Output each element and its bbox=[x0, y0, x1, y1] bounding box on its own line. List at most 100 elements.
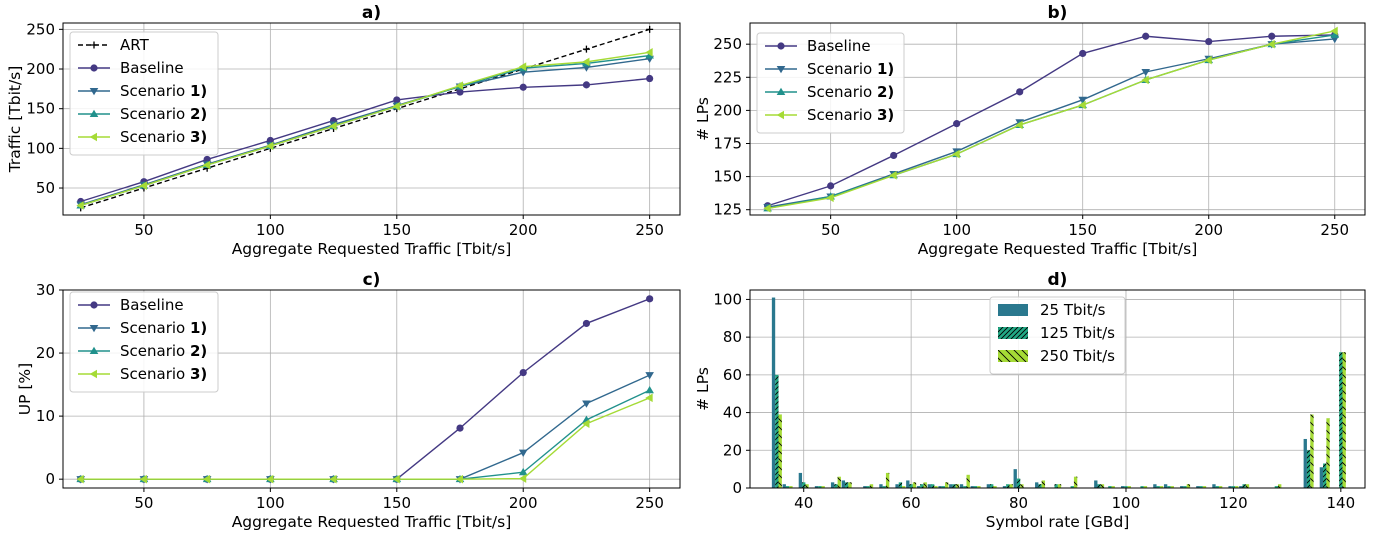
data-point bbox=[329, 121, 337, 131]
chart-panel-1: 50 100 150 200 250 50 100 150 200 250 a) Aggregate … bbox=[6, 3, 681, 258]
legend-swatch-hatch bbox=[998, 327, 1028, 339]
x-tick-label: 100 bbox=[942, 221, 971, 239]
series-2 bbox=[76, 385, 654, 483]
data-point bbox=[392, 102, 400, 111]
legend-label: 125 Tbit/s bbox=[1040, 324, 1115, 342]
legend-marker bbox=[776, 65, 786, 74]
data-point bbox=[763, 204, 771, 213]
bar bbox=[1140, 486, 1144, 488]
bar bbox=[1274, 486, 1279, 488]
bar-hatch bbox=[1054, 484, 1058, 488]
data-point bbox=[455, 474, 464, 484]
x-axis-label: Symbol rate [GBd] bbox=[986, 513, 1130, 531]
x-tick-label: 150 bbox=[1068, 221, 1097, 239]
bar-hatch bbox=[775, 374, 779, 488]
legend-marker bbox=[777, 42, 785, 50]
bar-hatch bbox=[1073, 476, 1078, 488]
legend-marker bbox=[89, 369, 98, 379]
x-tick-label: 200 bbox=[509, 221, 538, 239]
data-point bbox=[519, 83, 527, 91]
legend-marker bbox=[89, 346, 99, 355]
y-tick-label: 60 bbox=[723, 366, 742, 384]
legend-label: Scenario 1) bbox=[807, 60, 894, 78]
bar-hatch bbox=[805, 484, 809, 488]
x-tick-label: 100 bbox=[256, 221, 285, 239]
legend-box bbox=[756, 32, 905, 134]
y-tick-label: 250 bbox=[26, 20, 55, 38]
bar bbox=[963, 486, 967, 488]
bar bbox=[1143, 486, 1148, 488]
bar bbox=[1215, 486, 1219, 488]
data-point bbox=[582, 81, 591, 89]
x-tick-label: 140 bbox=[1327, 494, 1356, 512]
chart-title: a) bbox=[362, 3, 381, 23]
y-tick-label: 80 bbox=[723, 328, 742, 346]
data-point bbox=[519, 369, 527, 377]
data-point bbox=[1142, 32, 1150, 40]
data-point bbox=[582, 45, 590, 53]
bar-hatch bbox=[1339, 352, 1343, 488]
bar bbox=[993, 486, 997, 488]
data-point bbox=[393, 96, 401, 104]
bar-hatch bbox=[952, 484, 956, 488]
bar-hatch bbox=[885, 472, 890, 488]
y-tick-label: 50 bbox=[36, 179, 55, 197]
legend-label: 25 Tbit/s bbox=[1040, 301, 1106, 319]
data-point bbox=[952, 149, 960, 159]
bar bbox=[882, 486, 886, 488]
data-point bbox=[889, 170, 897, 180]
chart-panel-3: 50 100 150 200 250 0 10 20 30 c) Aggregate Request… bbox=[16, 270, 681, 531]
bar bbox=[1002, 486, 1007, 488]
bar bbox=[1235, 486, 1239, 488]
bar bbox=[1153, 484, 1157, 488]
data-point bbox=[826, 193, 834, 203]
bar bbox=[1111, 486, 1115, 488]
bar bbox=[986, 484, 991, 488]
y-tick-label: 100 bbox=[26, 139, 55, 157]
x-tick-label: 60 bbox=[902, 494, 921, 512]
bar-hatch bbox=[1009, 484, 1013, 488]
data-point bbox=[1078, 96, 1088, 105]
data-point bbox=[890, 151, 898, 160]
data-point bbox=[202, 160, 211, 170]
bar-hatch bbox=[1278, 484, 1282, 488]
data-point bbox=[518, 474, 527, 483]
data-point bbox=[645, 385, 654, 394]
y-tick-label: 200 bbox=[713, 101, 742, 119]
series-line bbox=[80, 389, 650, 480]
bar bbox=[927, 484, 931, 488]
legend-marker bbox=[776, 110, 785, 120]
bar bbox=[1199, 486, 1203, 488]
bar bbox=[973, 486, 978, 488]
bar bbox=[1231, 486, 1236, 488]
legend-label: Baseline bbox=[120, 59, 184, 77]
x-tick-label: 50 bbox=[821, 221, 840, 239]
legend-marker bbox=[89, 324, 99, 333]
data-point bbox=[139, 181, 147, 190]
bar bbox=[789, 486, 793, 488]
y-axis-label: Traffic [Tbit/s] bbox=[6, 66, 24, 174]
bar bbox=[906, 480, 910, 488]
legend-label: Scenario 1) bbox=[120, 319, 207, 337]
data-point bbox=[645, 48, 653, 57]
data-point bbox=[1330, 30, 1340, 38]
chart-panel-4: 40 60 80 100 120 140 0 20 40 60 80 100 d) Symbol rate… bbox=[694, 270, 1366, 531]
data-point bbox=[1079, 49, 1087, 58]
bar bbox=[970, 486, 974, 488]
legend-swatch bbox=[998, 304, 1028, 316]
legend-label: ART bbox=[120, 36, 150, 54]
y-tick-label: 10 bbox=[36, 407, 55, 425]
y-tick-label: 0 bbox=[732, 479, 742, 497]
series-line bbox=[80, 51, 650, 207]
data-point bbox=[266, 474, 274, 484]
bar bbox=[1127, 486, 1131, 488]
legend: Baseline Scenario 1) Scenario 2) Scenario 3… bbox=[69, 291, 219, 393]
bar-hatch bbox=[1100, 484, 1105, 488]
bar bbox=[1202, 486, 1207, 488]
bar bbox=[1183, 486, 1187, 488]
y-tick-label: 20 bbox=[36, 344, 55, 362]
x-tick-label: 200 bbox=[509, 494, 538, 512]
data-point bbox=[456, 424, 464, 432]
bar bbox=[1108, 486, 1112, 488]
